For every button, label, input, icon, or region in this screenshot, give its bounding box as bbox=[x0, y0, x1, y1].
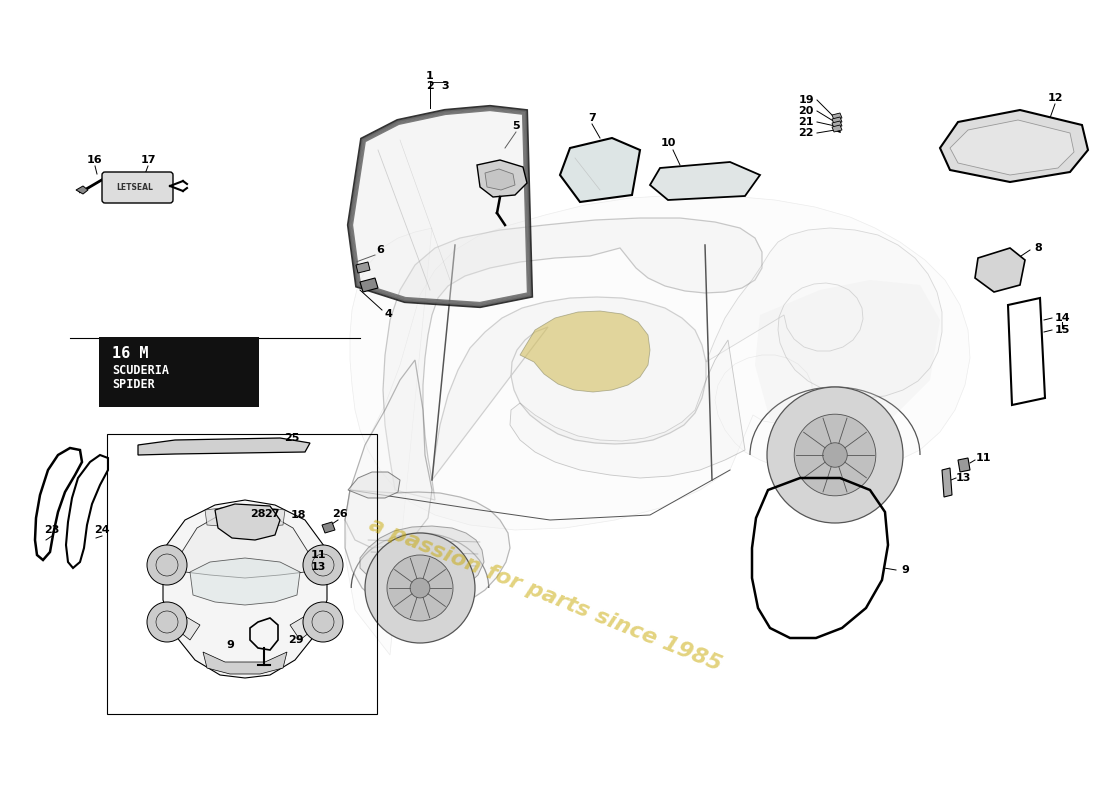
Text: 9: 9 bbox=[901, 565, 909, 575]
Polygon shape bbox=[832, 113, 842, 120]
Circle shape bbox=[147, 602, 187, 642]
Polygon shape bbox=[345, 360, 432, 548]
Circle shape bbox=[794, 414, 876, 496]
Text: 10: 10 bbox=[660, 138, 675, 148]
Polygon shape bbox=[348, 472, 400, 498]
Polygon shape bbox=[356, 262, 370, 273]
Text: 20: 20 bbox=[799, 106, 814, 116]
Circle shape bbox=[767, 387, 903, 523]
Polygon shape bbox=[832, 125, 842, 132]
Circle shape bbox=[387, 555, 453, 621]
Polygon shape bbox=[190, 558, 300, 605]
Polygon shape bbox=[350, 108, 530, 305]
Text: 23: 23 bbox=[44, 525, 59, 535]
Polygon shape bbox=[510, 340, 745, 478]
Text: a passion for parts since 1985: a passion for parts since 1985 bbox=[365, 515, 724, 675]
Polygon shape bbox=[950, 120, 1074, 175]
Polygon shape bbox=[138, 438, 310, 455]
Text: 27: 27 bbox=[264, 509, 279, 519]
Circle shape bbox=[410, 578, 430, 598]
Text: 8: 8 bbox=[1034, 243, 1042, 253]
Text: LETSEAL: LETSEAL bbox=[117, 182, 153, 191]
Text: 5: 5 bbox=[513, 121, 520, 131]
Text: 16 M: 16 M bbox=[112, 346, 148, 362]
Circle shape bbox=[147, 545, 187, 585]
Text: 11: 11 bbox=[976, 453, 991, 463]
FancyBboxPatch shape bbox=[102, 172, 173, 203]
Polygon shape bbox=[560, 138, 640, 202]
Polygon shape bbox=[432, 297, 706, 480]
Text: 2: 2 bbox=[426, 81, 433, 91]
Polygon shape bbox=[360, 278, 378, 292]
Circle shape bbox=[302, 545, 343, 585]
Polygon shape bbox=[706, 228, 942, 398]
Polygon shape bbox=[204, 652, 287, 674]
Polygon shape bbox=[975, 248, 1025, 292]
Polygon shape bbox=[832, 121, 842, 128]
Polygon shape bbox=[477, 160, 527, 197]
Text: 19: 19 bbox=[799, 95, 814, 105]
Text: 13: 13 bbox=[310, 562, 326, 572]
Text: 4: 4 bbox=[384, 309, 392, 319]
Text: SCUDERIA: SCUDERIA bbox=[112, 363, 169, 377]
Polygon shape bbox=[520, 311, 650, 392]
Polygon shape bbox=[942, 468, 952, 497]
Polygon shape bbox=[383, 218, 762, 500]
Text: 29: 29 bbox=[288, 635, 304, 645]
Polygon shape bbox=[214, 504, 280, 540]
Text: 28: 28 bbox=[251, 509, 266, 519]
Text: 3: 3 bbox=[441, 81, 449, 91]
Text: 11: 11 bbox=[310, 550, 326, 560]
Text: 1: 1 bbox=[426, 71, 433, 81]
Text: 24: 24 bbox=[95, 525, 110, 535]
Text: 13: 13 bbox=[955, 473, 970, 483]
Polygon shape bbox=[175, 615, 200, 640]
Text: 26: 26 bbox=[332, 509, 348, 519]
Text: 16: 16 bbox=[87, 155, 102, 165]
Polygon shape bbox=[345, 195, 970, 655]
Polygon shape bbox=[163, 500, 327, 678]
Polygon shape bbox=[322, 522, 335, 533]
Text: SPIDER: SPIDER bbox=[112, 378, 155, 390]
Polygon shape bbox=[485, 169, 515, 190]
Text: 21: 21 bbox=[799, 117, 814, 127]
Text: 7: 7 bbox=[588, 113, 596, 123]
Polygon shape bbox=[345, 490, 510, 612]
Circle shape bbox=[823, 442, 847, 467]
Text: 12: 12 bbox=[1047, 93, 1063, 103]
Polygon shape bbox=[360, 526, 484, 596]
Text: 14: 14 bbox=[1054, 313, 1070, 323]
Text: 15: 15 bbox=[1054, 325, 1069, 335]
Circle shape bbox=[302, 602, 343, 642]
Text: 6: 6 bbox=[376, 245, 384, 255]
FancyBboxPatch shape bbox=[99, 337, 258, 407]
Polygon shape bbox=[290, 615, 315, 640]
Text: 9: 9 bbox=[227, 640, 234, 650]
Polygon shape bbox=[650, 162, 760, 200]
Polygon shape bbox=[76, 186, 88, 194]
Polygon shape bbox=[180, 508, 310, 578]
Text: 25: 25 bbox=[284, 433, 299, 443]
Polygon shape bbox=[940, 110, 1088, 182]
Polygon shape bbox=[958, 458, 970, 472]
Text: 22: 22 bbox=[799, 128, 814, 138]
Text: 18: 18 bbox=[290, 510, 306, 520]
Polygon shape bbox=[205, 505, 285, 528]
Circle shape bbox=[365, 533, 475, 643]
Polygon shape bbox=[832, 117, 842, 124]
Polygon shape bbox=[755, 280, 940, 450]
Text: 17: 17 bbox=[141, 155, 156, 165]
